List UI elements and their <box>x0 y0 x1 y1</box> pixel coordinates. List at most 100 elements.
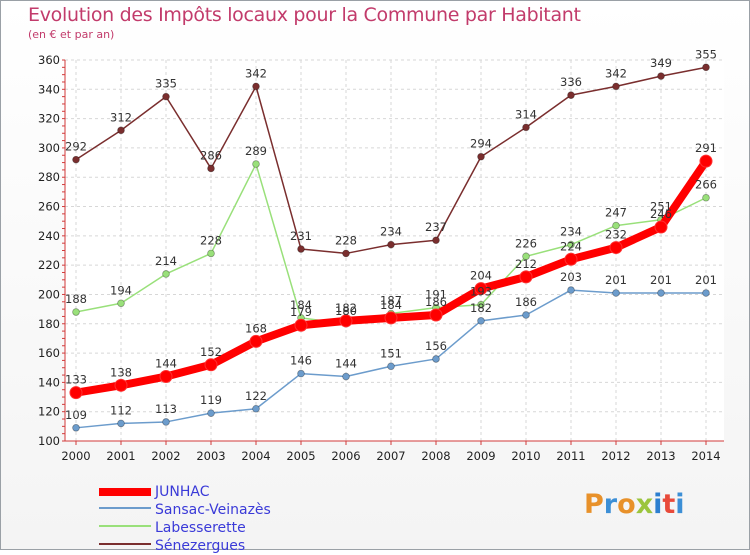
data-label: 342 <box>245 66 267 80</box>
data-point <box>613 83 620 90</box>
data-point <box>343 373 350 380</box>
data-point <box>163 419 170 426</box>
data-label: 138 <box>110 365 132 379</box>
data-point <box>253 161 260 168</box>
data-label: 182 <box>470 301 492 315</box>
data-label: 144 <box>335 357 357 371</box>
data-point <box>295 319 307 331</box>
legend-swatch <box>99 543 151 545</box>
data-label: 312 <box>110 110 132 124</box>
x-tick-label: 2004 <box>241 449 270 463</box>
data-point <box>118 127 125 134</box>
data-label: 336 <box>560 75 582 89</box>
y-tick-label: 340 <box>38 82 60 96</box>
y-tick-label: 240 <box>38 229 60 243</box>
data-label: 156 <box>425 339 447 353</box>
data-label: 193 <box>470 285 492 299</box>
data-label: 226 <box>515 236 537 250</box>
legend-swatch <box>99 507 151 509</box>
data-point <box>73 424 80 431</box>
x-tick-label: 2014 <box>691 449 720 463</box>
y-tick-label: 180 <box>38 317 60 331</box>
data-point <box>700 155 712 167</box>
data-label: 188 <box>65 292 87 306</box>
y-tick-label: 100 <box>38 434 60 448</box>
data-point <box>343 250 350 257</box>
data-label: 228 <box>335 233 357 247</box>
data-label: 151 <box>380 346 402 360</box>
data-label: 184 <box>380 298 402 312</box>
y-tick-label: 200 <box>38 287 60 301</box>
data-point <box>703 194 710 201</box>
y-tick-label: 300 <box>38 141 60 155</box>
data-point <box>73 156 80 163</box>
data-point <box>520 271 532 283</box>
data-label: 214 <box>155 254 177 268</box>
plot-area <box>65 60 724 441</box>
logo-letter: t <box>662 489 675 520</box>
data-point <box>478 153 485 160</box>
data-label: 194 <box>110 283 132 297</box>
data-point <box>430 309 442 321</box>
data-point <box>208 165 215 172</box>
data-point <box>433 237 440 244</box>
data-point <box>568 287 575 294</box>
data-point <box>703 290 710 297</box>
data-label: 342 <box>605 66 627 80</box>
data-point <box>163 271 170 278</box>
data-point <box>385 312 397 324</box>
y-tick-label: 320 <box>38 112 60 126</box>
y-tick-label: 220 <box>38 258 60 272</box>
data-point <box>388 241 395 248</box>
data-label: 168 <box>245 321 267 335</box>
data-label: 201 <box>605 273 627 287</box>
legend-swatch <box>99 525 151 527</box>
data-label: 112 <box>110 403 132 417</box>
data-point <box>208 410 215 417</box>
data-point <box>70 387 82 399</box>
logo-letter: x <box>636 489 653 520</box>
data-label: 237 <box>425 220 447 234</box>
legend-swatch <box>99 488 151 496</box>
x-tick-label: 2006 <box>331 449 360 463</box>
y-tick-label: 360 <box>38 53 60 67</box>
data-label: 119 <box>200 393 222 407</box>
legend-label: Labesserette <box>155 519 246 537</box>
data-point <box>655 221 667 233</box>
data-label: 349 <box>650 56 672 70</box>
data-label: 289 <box>245 144 267 158</box>
data-point <box>205 359 217 371</box>
data-label: 201 <box>695 273 717 287</box>
data-point <box>568 92 575 99</box>
data-point <box>298 246 305 253</box>
data-point <box>253 83 260 90</box>
data-label: 291 <box>695 141 717 155</box>
y-tick-label: 260 <box>38 200 60 214</box>
x-tick-label: 2008 <box>421 449 450 463</box>
legend-label: JUNHAC <box>155 483 209 501</box>
legend-label: Sansac-Veinazès <box>155 501 271 519</box>
x-tick-label: 2001 <box>106 449 135 463</box>
data-label: 201 <box>650 273 672 287</box>
data-label: 186 <box>425 295 447 309</box>
data-label: 294 <box>470 137 492 151</box>
y-tick-label: 120 <box>38 405 60 419</box>
x-tick-label: 2013 <box>646 449 675 463</box>
data-point <box>160 371 172 383</box>
data-point <box>703 64 710 71</box>
data-point <box>658 290 665 297</box>
logo-letter: i <box>653 489 662 520</box>
data-label: 212 <box>515 257 537 271</box>
grid <box>65 60 724 441</box>
data-label: 113 <box>155 402 177 416</box>
data-point <box>118 420 125 427</box>
logo-letter: i <box>675 489 684 520</box>
y-tick-label: 280 <box>38 170 60 184</box>
y-tick-label: 140 <box>38 375 60 389</box>
proxiti-logo: Proxiti <box>584 489 685 520</box>
logo-letter: o <box>617 489 636 520</box>
data-point <box>250 335 262 347</box>
logo-letter: P <box>584 489 604 520</box>
data-label: 224 <box>560 239 582 253</box>
data-label: 292 <box>65 140 87 154</box>
